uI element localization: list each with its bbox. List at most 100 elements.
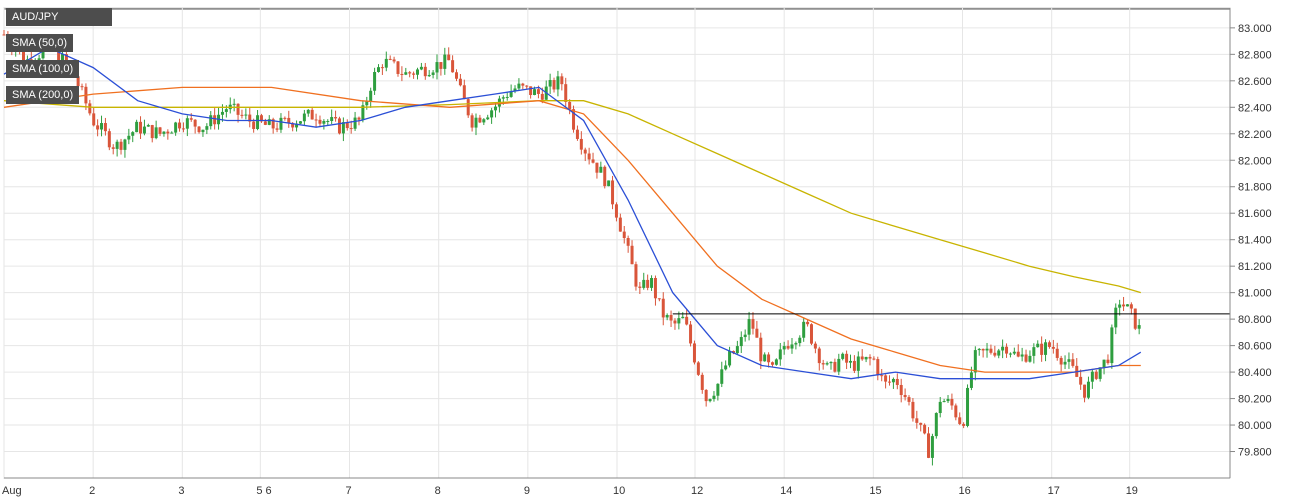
candle-body bbox=[681, 316, 685, 319]
candle-body bbox=[443, 54, 447, 69]
candle-body bbox=[193, 119, 197, 127]
series-layer bbox=[2, 30, 1230, 466]
candle-body bbox=[704, 389, 708, 402]
candle-body bbox=[540, 93, 544, 100]
candle-body bbox=[591, 159, 595, 163]
candle-body bbox=[306, 109, 310, 114]
candle-body bbox=[868, 356, 872, 359]
candle-body bbox=[400, 73, 404, 75]
x-tick-label: 8 bbox=[435, 485, 441, 497]
candle-body bbox=[1098, 367, 1102, 379]
candle-body bbox=[37, 58, 41, 62]
candle-body bbox=[673, 320, 677, 324]
candle-body bbox=[1055, 348, 1059, 358]
candle-body bbox=[798, 337, 802, 344]
candle-body bbox=[856, 356, 860, 371]
candle-body bbox=[962, 423, 966, 426]
y-tick-label: 83.000 bbox=[1238, 23, 1272, 35]
candle-body bbox=[170, 132, 174, 134]
candle-body bbox=[755, 328, 759, 338]
candle-body bbox=[427, 74, 431, 77]
candle-body bbox=[618, 217, 622, 232]
y-tick-label: 80.000 bbox=[1238, 420, 1272, 432]
candle-body bbox=[478, 117, 482, 123]
candle-body bbox=[1040, 343, 1044, 355]
candle-body bbox=[256, 115, 260, 129]
candle-body bbox=[1059, 357, 1063, 365]
candle-body bbox=[466, 99, 470, 116]
candle-body bbox=[2, 34, 6, 36]
candle-body bbox=[786, 346, 790, 349]
candle-body bbox=[341, 122, 345, 134]
candle-body bbox=[181, 128, 185, 130]
candle-body bbox=[794, 343, 798, 345]
candle-body bbox=[895, 378, 899, 385]
y-tick-label: 82.200 bbox=[1238, 129, 1272, 141]
y-tick-label: 79.800 bbox=[1238, 447, 1272, 459]
x-tick-label: 16 bbox=[959, 485, 971, 497]
candle-body bbox=[384, 58, 388, 68]
candle-body bbox=[650, 277, 654, 288]
candle-body bbox=[61, 54, 65, 64]
candle-body bbox=[1005, 346, 1009, 354]
sma-200-line bbox=[3, 100, 1141, 294]
candle-body bbox=[915, 418, 919, 423]
candle-body bbox=[166, 131, 170, 134]
candle-body bbox=[685, 316, 689, 325]
candle-body bbox=[919, 422, 923, 425]
candle-body bbox=[966, 387, 970, 426]
candle-body bbox=[115, 141, 119, 149]
candle-body bbox=[1137, 325, 1141, 329]
candle-body bbox=[252, 121, 256, 129]
candle-body bbox=[884, 375, 888, 382]
candle-body bbox=[279, 117, 283, 130]
candle-body bbox=[1114, 307, 1118, 328]
candle-body bbox=[205, 126, 209, 130]
x-tick-label: 3 bbox=[178, 485, 184, 497]
candle-body bbox=[505, 96, 509, 98]
candle-body bbox=[404, 72, 408, 75]
candle-body bbox=[1122, 304, 1126, 307]
candle-body bbox=[392, 59, 396, 62]
candle-body bbox=[646, 279, 650, 288]
candle-body bbox=[560, 76, 564, 85]
candle-body bbox=[100, 123, 104, 130]
candle-body bbox=[950, 398, 954, 406]
candle-body bbox=[661, 298, 665, 318]
candle-body bbox=[1086, 381, 1090, 398]
candle-body bbox=[782, 346, 786, 350]
y-tick-label: 81.600 bbox=[1238, 208, 1272, 220]
candle-body bbox=[809, 324, 813, 344]
candle-body bbox=[751, 319, 755, 329]
candle-body bbox=[712, 395, 716, 400]
candle-body bbox=[1071, 359, 1075, 366]
candle-body bbox=[833, 361, 837, 372]
candle-body bbox=[150, 125, 154, 139]
candle-body bbox=[322, 121, 326, 124]
candle-body bbox=[927, 433, 931, 458]
candle-body bbox=[1047, 342, 1051, 347]
candle-body bbox=[337, 118, 341, 134]
candle-body bbox=[139, 121, 143, 134]
candle-body bbox=[357, 117, 361, 120]
candle-body bbox=[872, 358, 876, 360]
candle-body bbox=[743, 334, 747, 338]
candle-body bbox=[271, 119, 275, 129]
x-tick-label: 10 bbox=[613, 485, 625, 497]
candle-body bbox=[423, 66, 427, 77]
candle-body bbox=[1129, 304, 1133, 309]
candle-body bbox=[380, 67, 384, 69]
candle-body bbox=[880, 375, 884, 377]
candle-body bbox=[287, 117, 291, 124]
candle-body bbox=[92, 113, 96, 126]
sma-100-label: SMA (100,0) bbox=[6, 60, 80, 78]
candle-body bbox=[1094, 371, 1098, 379]
candle-body bbox=[802, 321, 806, 338]
grid bbox=[3, 7, 1231, 479]
candle-body bbox=[76, 76, 80, 87]
candle-body bbox=[533, 89, 537, 96]
candle-body bbox=[864, 356, 868, 360]
candle-body bbox=[334, 117, 338, 119]
candle-body bbox=[174, 122, 178, 133]
